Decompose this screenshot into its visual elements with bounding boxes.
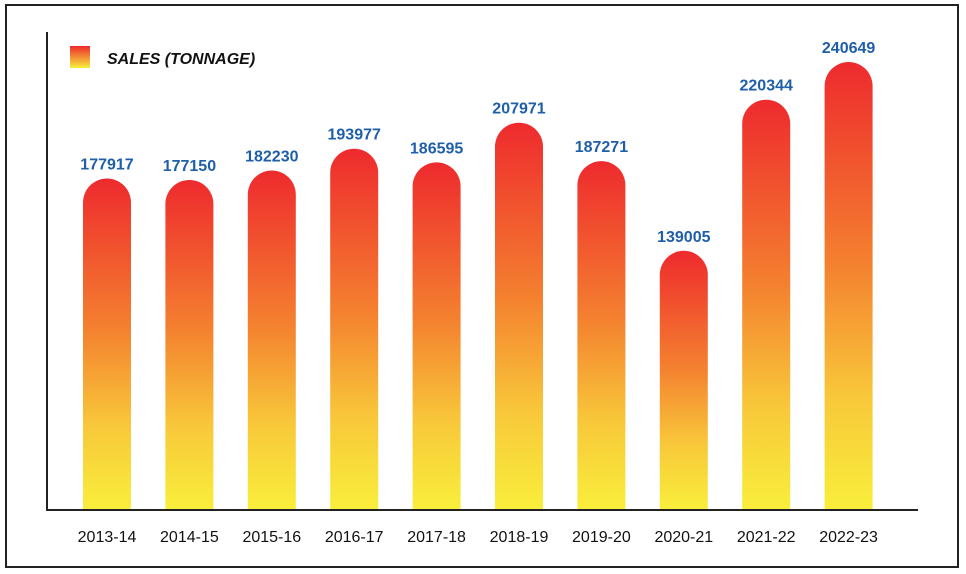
bars-group bbox=[83, 62, 873, 510]
x-tick-label-2016-17: 2016-17 bbox=[325, 529, 384, 546]
bar-2013-14 bbox=[83, 178, 131, 509]
value-label-2018-19: 207971 bbox=[492, 101, 545, 118]
value-label-2014-15: 177150 bbox=[163, 158, 216, 175]
bar-2019-20 bbox=[577, 161, 626, 509]
value-label-2013-14: 177917 bbox=[80, 157, 133, 174]
x-tick-label-2013-14: 2013-14 bbox=[78, 529, 137, 546]
x-tick-label-2015-16: 2015-16 bbox=[242, 529, 301, 546]
bar-2018-19 bbox=[495, 122, 543, 509]
x-tick-label-2017-18: 2017-18 bbox=[407, 529, 466, 546]
value-label-2019-20: 187271 bbox=[575, 139, 628, 156]
value-label-2016-17: 193977 bbox=[328, 127, 381, 144]
x-tick-labels-group: 2013-14 2014-15 2015-16 2016-17 2017-18 2018-… bbox=[78, 529, 878, 546]
x-tick-label-2022-23: 2022-23 bbox=[819, 529, 878, 546]
bar-2016-17 bbox=[330, 148, 379, 509]
value-label-2020-21: 139005 bbox=[657, 229, 710, 246]
bar-2017-18 bbox=[412, 162, 461, 510]
bar-2021-22 bbox=[742, 99, 791, 510]
bar-2015-16 bbox=[247, 170, 296, 509]
bar-2014-15 bbox=[165, 179, 214, 510]
bar-2020-21 bbox=[659, 250, 708, 509]
legend-swatch bbox=[70, 46, 90, 68]
x-tick-label-2014-15: 2014-15 bbox=[160, 529, 219, 546]
x-tick-label-2021-22: 2021-22 bbox=[737, 529, 796, 546]
value-label-2015-16: 182230 bbox=[245, 149, 298, 166]
chart-frame bbox=[5, 4, 959, 568]
value-label-2022-23: 240649 bbox=[822, 40, 875, 57]
x-tick-label-2018-19: 2018-19 bbox=[490, 529, 549, 546]
value-label-2021-22: 220344 bbox=[740, 78, 793, 95]
x-tick-label-2020-21: 2020-21 bbox=[654, 529, 713, 546]
value-label-2017-18: 186595 bbox=[410, 140, 463, 157]
bar-2022-23 bbox=[824, 62, 873, 510]
legend-label: SALES (TONNAGE) bbox=[107, 51, 255, 68]
x-tick-label-2019-20: 2019-20 bbox=[572, 529, 631, 546]
value-labels-group: 177917 177150 182230 193977 186595 207971 1872… bbox=[80, 40, 875, 246]
